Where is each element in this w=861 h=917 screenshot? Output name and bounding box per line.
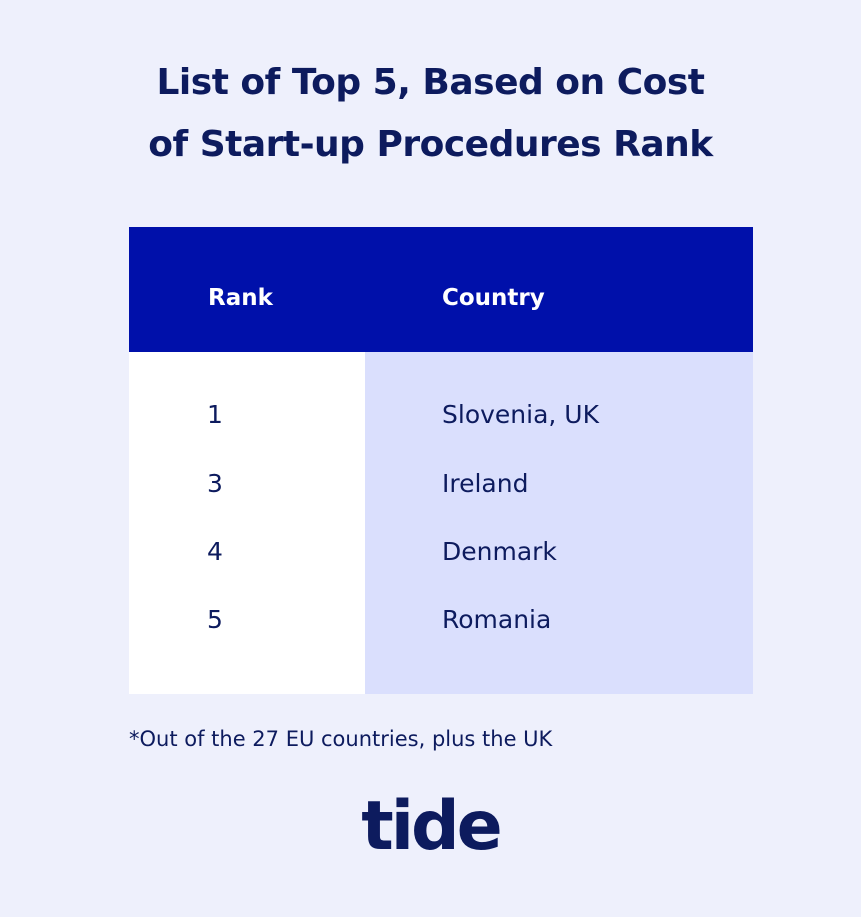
header-country: Country	[442, 285, 545, 311]
title-line-1: List of Top 5, Based on Cost	[156, 62, 705, 103]
header-rank: Rank	[208, 285, 273, 311]
rank-cell: 4	[207, 537, 223, 566]
country-cell: Ireland	[442, 469, 529, 498]
country-cell: Slovenia, UK	[442, 400, 599, 429]
rank-cell: 3	[207, 469, 223, 498]
page-title: List of Top 5, Based on Cost of Start-up…	[0, 52, 861, 176]
rank-column	[129, 352, 365, 694]
table-row: 4 Denmark	[129, 532, 753, 572]
ranking-table: Rank Country 1 Slovenia, UK 3 Ireland 4 …	[129, 227, 753, 694]
footnote: *Out of the 27 EU countries, plus the UK	[129, 727, 553, 751]
table-row: 3 Ireland	[129, 464, 753, 504]
country-column	[365, 352, 753, 694]
country-cell: Romania	[442, 605, 552, 634]
rank-cell: 1	[207, 400, 223, 429]
tide-logo: tide	[361, 787, 503, 866]
table-header: Rank Country	[129, 227, 753, 352]
title-line-2: of Start-up Procedures Rank	[148, 124, 713, 165]
rank-cell: 5	[207, 605, 223, 634]
table-row: 1 Slovenia, UK	[129, 395, 753, 435]
table-row: 5 Romania	[129, 600, 753, 640]
country-cell: Denmark	[442, 537, 557, 566]
